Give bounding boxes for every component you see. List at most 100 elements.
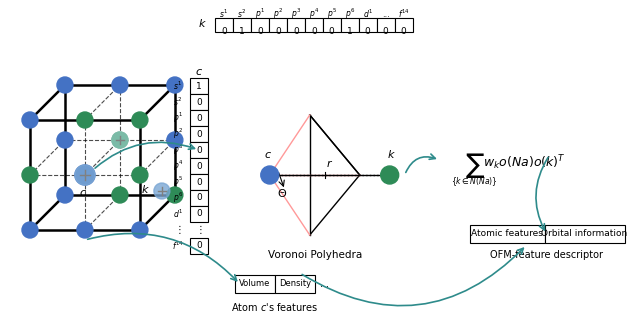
Bar (269, 18, 287, 32)
Text: ...: ... (320, 279, 329, 289)
Bar (377, 18, 395, 32)
Circle shape (57, 187, 73, 203)
Text: $s^2$: $s^2$ (173, 96, 182, 108)
Bar (190, 94, 208, 110)
Bar (190, 126, 208, 142)
Text: Density: Density (278, 279, 311, 289)
Circle shape (112, 132, 128, 148)
Text: $p^1$: $p^1$ (255, 7, 265, 21)
Text: $r$: $r$ (326, 158, 333, 169)
Text: 0: 0 (221, 26, 227, 35)
Circle shape (132, 222, 148, 238)
Bar (190, 206, 208, 222)
Bar (340, 18, 358, 32)
Text: $p^4$: $p^4$ (173, 159, 183, 173)
Text: $p^2$: $p^2$ (173, 127, 183, 141)
Text: $k$: $k$ (387, 148, 396, 160)
Text: Atom $c$'s features: Atom $c$'s features (231, 301, 319, 313)
Text: 0: 0 (196, 129, 202, 138)
Text: $p^3$: $p^3$ (291, 7, 301, 21)
Text: $f^{14}$: $f^{14}$ (398, 8, 410, 20)
Circle shape (77, 112, 93, 128)
Text: 0: 0 (257, 26, 262, 35)
Bar (545, 225, 625, 243)
Text: ...: ... (382, 10, 390, 18)
Circle shape (77, 222, 93, 238)
Text: 1: 1 (239, 26, 244, 35)
Circle shape (112, 187, 128, 203)
Bar (251, 18, 269, 32)
Text: 0: 0 (401, 26, 406, 35)
Text: Voronoi Polyhedra: Voronoi Polyhedra (268, 250, 362, 260)
Text: 0: 0 (196, 210, 202, 219)
Text: $\Theta$: $\Theta$ (276, 187, 287, 199)
Circle shape (22, 222, 38, 238)
Text: 0: 0 (196, 113, 202, 122)
Text: $\sum$: $\sum$ (465, 150, 484, 179)
Bar (470, 225, 545, 243)
Circle shape (22, 112, 38, 128)
Circle shape (112, 77, 128, 93)
Bar (190, 238, 208, 254)
Text: 0: 0 (196, 242, 202, 251)
Circle shape (57, 77, 73, 93)
Text: $s^2$: $s^2$ (237, 8, 246, 20)
Text: 1: 1 (196, 81, 202, 90)
Text: $p^6$: $p^6$ (344, 7, 355, 21)
Bar (190, 78, 208, 94)
Bar (190, 110, 208, 126)
Text: 1: 1 (347, 26, 353, 35)
Text: 0: 0 (365, 26, 371, 35)
Text: 0: 0 (293, 26, 299, 35)
Text: $d^1$: $d^1$ (173, 208, 183, 220)
Text: $\{k \in N(Na)\}$: $\{k \in N(Na)\}$ (451, 175, 498, 188)
Circle shape (154, 183, 170, 199)
Bar (305, 18, 323, 32)
Text: $p^5$: $p^5$ (326, 7, 337, 21)
Bar (190, 142, 208, 158)
Text: 0: 0 (275, 26, 281, 35)
Text: 0: 0 (196, 146, 202, 155)
Text: $d^1$: $d^1$ (362, 8, 373, 20)
Text: $p^4$: $p^4$ (308, 7, 319, 21)
Text: $w_k o(Na)o(k)^T$: $w_k o(Na)o(k)^T$ (483, 154, 566, 172)
Text: 0: 0 (311, 26, 317, 35)
Text: $p^1$: $p^1$ (173, 111, 183, 125)
Circle shape (132, 112, 148, 128)
Text: k: k (141, 185, 148, 195)
Text: $\vdots$: $\vdots$ (174, 223, 182, 236)
Circle shape (22, 167, 38, 183)
Text: $p^3$: $p^3$ (173, 143, 183, 157)
Text: $f^{14}$: $f^{14}$ (172, 240, 184, 252)
Bar (190, 174, 208, 190)
Text: OFM-feature descriptor: OFM-feature descriptor (490, 250, 603, 260)
Circle shape (381, 166, 399, 184)
Text: 0: 0 (196, 177, 202, 186)
Circle shape (260, 166, 279, 184)
Bar (287, 18, 305, 32)
Circle shape (167, 132, 183, 148)
Text: 0: 0 (196, 194, 202, 203)
Circle shape (132, 167, 148, 183)
Circle shape (75, 165, 95, 185)
Text: 0: 0 (329, 26, 335, 35)
Text: 0: 0 (383, 26, 388, 35)
Circle shape (112, 132, 128, 148)
Circle shape (75, 165, 95, 185)
Bar (215, 18, 233, 32)
Text: $s^1$: $s^1$ (219, 8, 228, 20)
Text: $p^5$: $p^5$ (173, 175, 183, 189)
Text: Atomic features: Atomic features (470, 230, 543, 239)
Circle shape (167, 187, 183, 203)
Bar (275, 275, 315, 293)
Text: c: c (80, 188, 86, 198)
Text: $k$: $k$ (198, 17, 207, 29)
Bar (358, 18, 377, 32)
Text: $\vdots$: $\vdots$ (195, 223, 202, 236)
Text: 0: 0 (196, 98, 202, 107)
Text: $c$: $c$ (264, 150, 272, 160)
Text: Orbital information: Orbital information (541, 230, 628, 239)
Circle shape (167, 77, 183, 93)
Text: Volume: Volume (239, 279, 271, 289)
Bar (190, 158, 208, 174)
